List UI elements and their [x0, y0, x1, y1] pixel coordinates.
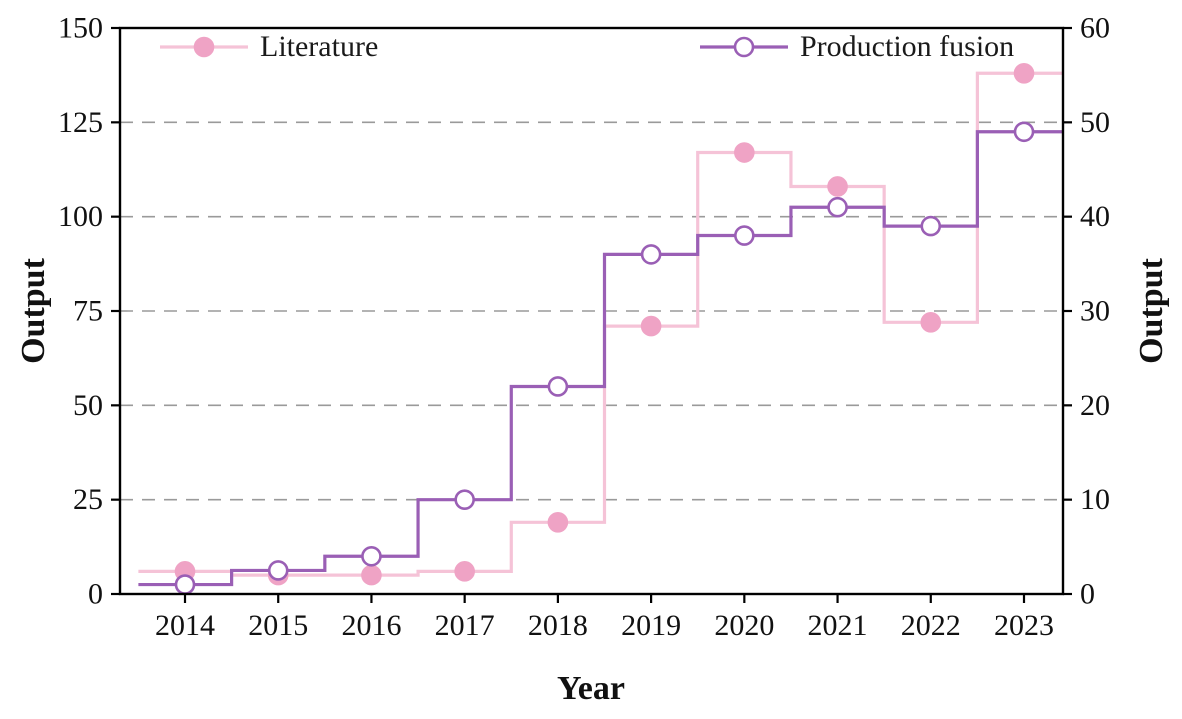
literature-marker — [734, 142, 755, 163]
right-tick-label: 20 — [1080, 389, 1110, 422]
right-axis-title: Output — [1133, 258, 1170, 364]
production-fusion-marker — [640, 244, 662, 265]
x-tick-label: 2023 — [994, 609, 1054, 642]
production-fusion-legend-swatch-icon — [700, 36, 788, 58]
literature-marker — [547, 512, 569, 533]
literature-legend-swatch-icon — [160, 36, 248, 58]
literature-marker — [827, 176, 848, 197]
production-fusion-marker — [547, 376, 569, 397]
right-tick-label: 0 — [1080, 578, 1095, 611]
production-fusion-marker — [1013, 121, 1035, 143]
literature-marker — [640, 315, 662, 337]
x-axis-title: Year — [557, 670, 625, 707]
literature-marker — [454, 561, 475, 582]
left-tick-label: 150 — [58, 12, 103, 45]
production-fusion-marker — [827, 196, 848, 218]
left-tick-label: 0 — [88, 578, 103, 611]
literature-marker — [920, 312, 942, 333]
right-tick-label: 60 — [1080, 12, 1110, 45]
x-tick-label: 2018 — [528, 609, 588, 642]
production-fusion-marker — [174, 574, 196, 595]
right-tick-label: 30 — [1080, 295, 1110, 328]
legend-item-literature: Literature — [158, 30, 378, 64]
production-fusion-marker — [267, 560, 289, 581]
left-tick-label: 100 — [58, 200, 103, 233]
legend-label-production-fusion: Production fusion — [800, 30, 1015, 63]
production-fusion-marker — [454, 489, 475, 510]
production-fusion-marker — [920, 215, 942, 237]
literature-marker — [1013, 62, 1035, 84]
legend-label-literature: Literature — [260, 30, 379, 63]
x-tick-label: 2014 — [155, 609, 215, 642]
literature-marker — [361, 564, 382, 586]
x-tick-label: 2020 — [714, 609, 774, 642]
left-tick-label: 25 — [73, 483, 103, 516]
x-tick-label: 2016 — [341, 609, 401, 642]
x-tick-label: 2021 — [808, 609, 868, 642]
x-tick-label: 2017 — [435, 609, 495, 642]
right-tick-label: 10 — [1080, 483, 1110, 516]
left-tick-label: 125 — [58, 106, 103, 139]
x-tick-label: 2015 — [248, 609, 308, 642]
right-tick-label: 50 — [1080, 106, 1110, 139]
left-axis-title: Output — [15, 258, 52, 364]
right-tick-label: 40 — [1080, 200, 1110, 233]
left-tick-label: 50 — [73, 389, 103, 422]
production-fusion-series-line — [138, 130, 1063, 587]
production-fusion-marker — [361, 545, 382, 567]
production-fusion-marker — [734, 225, 755, 246]
x-tick-label: 2019 — [621, 609, 681, 642]
left-tick-label: 75 — [73, 295, 103, 328]
x-tick-label: 2022 — [901, 609, 961, 642]
legend-item-production-fusion: Production fusion — [698, 30, 1014, 64]
